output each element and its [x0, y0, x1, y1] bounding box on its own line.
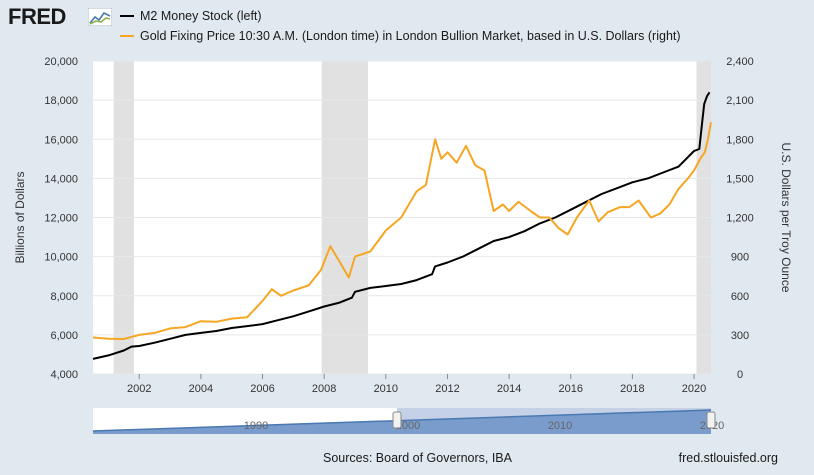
- y-right-tick-label: 600: [731, 291, 749, 303]
- y-left-tick-label: 4,000: [50, 369, 78, 381]
- y-right-tick-label: 2,100: [726, 95, 754, 107]
- x-tick-label: 2014: [497, 383, 521, 395]
- y-left-tick-label: 8,000: [50, 291, 78, 303]
- sources-text: Sources: Board of Governors, IBA: [323, 451, 512, 465]
- legend-label-m2: M2 Money Stock (left): [140, 9, 262, 23]
- navigator-label: 1990: [244, 420, 268, 432]
- x-tick-label: 2016: [559, 383, 583, 395]
- x-tick-label: 2006: [250, 383, 274, 395]
- y-axis-right-title: U.S. Dollars per Troy Ounce: [779, 142, 793, 292]
- legend-swatch-gold: [120, 35, 134, 37]
- fred-url-link[interactable]: fred.stlouisfed.org: [678, 451, 778, 465]
- y-right-tick-label: 300: [731, 330, 749, 342]
- y-left-tick-label: 6,000: [50, 330, 78, 342]
- fred-graph-icon: [88, 8, 112, 26]
- legend-item-m2[interactable]: M2 Money Stock (left): [120, 6, 681, 26]
- y-axis-left-title: Billions of Dollars: [13, 171, 27, 263]
- x-tick-label: 2004: [189, 383, 213, 395]
- y-left-tick-label: 10,000: [44, 252, 78, 264]
- x-tick-label: 2012: [435, 383, 459, 395]
- legend-item-gold[interactable]: Gold Fixing Price 10:30 A.M. (London tim…: [120, 26, 681, 46]
- x-tick-label: 2018: [620, 383, 644, 395]
- y-right-tick-label: 2,400: [726, 56, 754, 68]
- series-line-m2: [92, 91, 711, 360]
- y-right-tick-label: 1,200: [726, 213, 754, 225]
- y-right-tick-label: 900: [731, 252, 749, 264]
- y-right-tick-label: 1,500: [726, 173, 754, 185]
- series-line-gold: [92, 122, 712, 340]
- navigator-label: 2010: [548, 420, 572, 432]
- x-tick-label: 2008: [312, 383, 336, 395]
- navigator-handle-right[interactable]: [706, 411, 716, 429]
- x-tick-label: 2002: [127, 383, 151, 395]
- y-left-tick-label: 18,000: [44, 95, 78, 107]
- y-left-tick-label: 12,000: [44, 213, 78, 225]
- y-right-tick-label: 1,800: [726, 134, 754, 146]
- navigator-label: 2000: [396, 420, 420, 432]
- x-tick-label: 2020: [682, 383, 706, 395]
- y-left-tick-label: 16,000: [44, 134, 78, 146]
- legend-label-gold: Gold Fixing Price 10:30 A.M. (London tim…: [140, 29, 681, 43]
- legend-swatch-m2: [120, 15, 134, 17]
- y-right-tick-label: 0: [737, 369, 743, 381]
- x-tick-label: 2010: [374, 383, 398, 395]
- chart-legend: M2 Money Stock (left) Gold Fixing Price …: [120, 6, 681, 46]
- y-left-tick-label: 20,000: [44, 56, 78, 68]
- navigator-handle-left[interactable]: [392, 411, 402, 429]
- fred-logo[interactable]: FRED: [8, 4, 66, 29]
- y-left-tick-label: 14,000: [44, 173, 78, 185]
- navigator-series-line: [92, 409, 712, 432]
